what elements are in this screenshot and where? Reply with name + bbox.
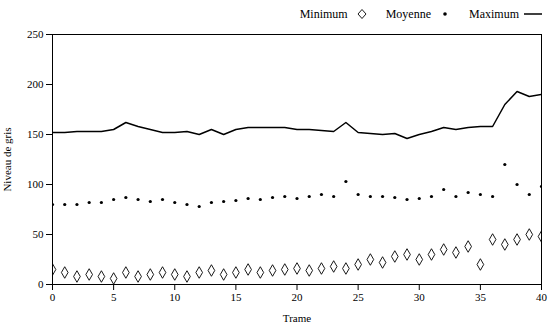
html-text:Minimum: Minimum bbox=[299, 6, 348, 21]
svg-text:30: 30 bbox=[414, 291, 426, 303]
svg-text:200: 200 bbox=[27, 78, 44, 90]
html-text:Moyenne: Moyenne bbox=[385, 6, 431, 21]
svg-text:100: 100 bbox=[27, 178, 44, 190]
svg-text:35: 35 bbox=[475, 291, 487, 303]
svg-text:15: 15 bbox=[230, 291, 242, 303]
svg-text:20: 20 bbox=[292, 291, 304, 303]
svg-text:10: 10 bbox=[169, 291, 181, 303]
svg-text:25: 25 bbox=[353, 291, 365, 303]
svg-text:Trame: Trame bbox=[283, 312, 311, 324]
svg-text:5: 5 bbox=[111, 291, 117, 303]
svg-text:250: 250 bbox=[27, 28, 44, 40]
svg-text:0: 0 bbox=[38, 278, 44, 290]
html-text:Maximum: Maximum bbox=[469, 6, 519, 21]
svg-text:Niveau de gris: Niveau de gris bbox=[1, 127, 13, 191]
svg-text:150: 150 bbox=[27, 128, 44, 140]
svg-text:40: 40 bbox=[536, 291, 548, 303]
svg-text:0: 0 bbox=[50, 291, 56, 303]
svg-text:50: 50 bbox=[33, 228, 45, 240]
